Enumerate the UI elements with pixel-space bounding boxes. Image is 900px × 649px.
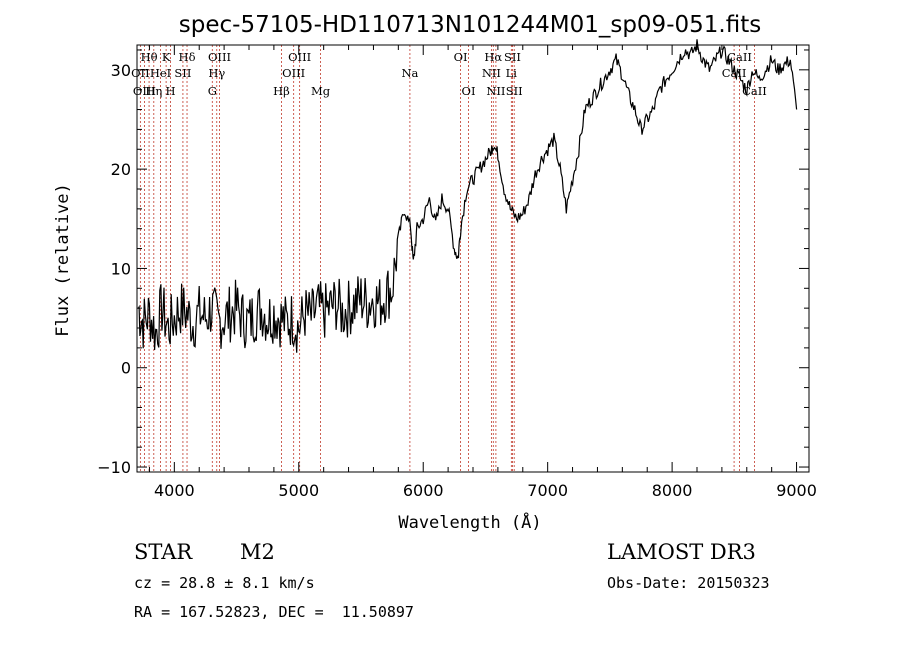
y-axis-label: Flux (relative) xyxy=(53,183,73,337)
line-marker-label: CaII xyxy=(742,84,767,98)
line-marker-label: OI xyxy=(454,50,468,64)
y-tick-label: 10 xyxy=(111,259,131,278)
x-tick-label: 9000 xyxy=(776,481,817,500)
object-class: STAR xyxy=(134,540,193,564)
x-tick-label: 6000 xyxy=(403,481,444,500)
line-marker-label: HeI xyxy=(150,66,171,80)
plot-frame xyxy=(136,44,810,473)
x-tick-label: 8000 xyxy=(652,481,693,500)
line-marker-label: OIII xyxy=(208,50,231,64)
x-tick-label: 5000 xyxy=(278,481,319,500)
spectrum-line xyxy=(137,39,798,353)
line-marker-label: Na xyxy=(401,66,418,80)
line-marker-label: Hδ xyxy=(179,50,196,64)
spectral-line-labels: Hθ OII OIII K HeI Hη SII H Hδ OIII Hγ G OIII OIII Hβ Mg… xyxy=(131,50,767,98)
sky-coordinates: RA = 167.52823, DEC = 11.50897 xyxy=(134,603,414,621)
line-marker-label: OIII xyxy=(133,84,156,98)
line-marker-label: OIII xyxy=(282,66,305,80)
line-marker-label: SII xyxy=(504,50,521,64)
line-marker-label: OIII xyxy=(288,50,311,64)
y-tick-label: 0 xyxy=(121,359,131,378)
line-marker-label: Hγ xyxy=(208,66,225,80)
line-marker-label: K xyxy=(162,50,171,64)
x-tick-label: 7000 xyxy=(527,481,568,500)
spectral-line-markers xyxy=(139,45,755,472)
line-marker-label: NII xyxy=(482,66,501,80)
line-marker-label: OII xyxy=(131,66,150,80)
line-marker-label: Hθ xyxy=(141,50,158,64)
y-axis-ticks: −10 0 10 20 30 xyxy=(97,49,809,477)
line-marker-label: G xyxy=(208,84,217,98)
x-axis-ticks: 4000 5000 6000 7000 8000 9000 xyxy=(148,45,817,500)
line-marker-label: OI xyxy=(462,84,476,98)
x-axis-label: Wavelength (Å) xyxy=(398,511,541,533)
redshift-cz: cz = 28.8 ± 8.1 km/s xyxy=(134,574,315,592)
survey-name: LAMOST DR3 xyxy=(607,540,756,564)
observation-date: Obs-Date: 20150323 xyxy=(607,574,770,592)
chart-title: spec-57105-HD110713N101244M01_sp09-051.f… xyxy=(179,12,761,38)
line-marker-label: Hη xyxy=(145,84,162,98)
line-marker-label: NII xyxy=(486,84,505,98)
line-marker-label: Hβ xyxy=(273,84,290,98)
y-tick-label: 20 xyxy=(111,160,131,179)
line-marker-label: CaII xyxy=(727,50,752,64)
y-tick-label: −10 xyxy=(97,458,131,477)
x-tick-label: 4000 xyxy=(154,481,195,500)
line-marker-label: Mg xyxy=(311,84,331,98)
line-marker-label: Hα xyxy=(484,50,502,64)
line-marker-label: SII xyxy=(174,66,191,80)
line-marker-label: H xyxy=(165,84,175,98)
line-marker-label: SII xyxy=(506,84,523,98)
line-marker-label: Li xyxy=(506,66,518,80)
y-tick-label: 30 xyxy=(111,61,131,80)
object-subclass: M2 xyxy=(240,540,275,564)
